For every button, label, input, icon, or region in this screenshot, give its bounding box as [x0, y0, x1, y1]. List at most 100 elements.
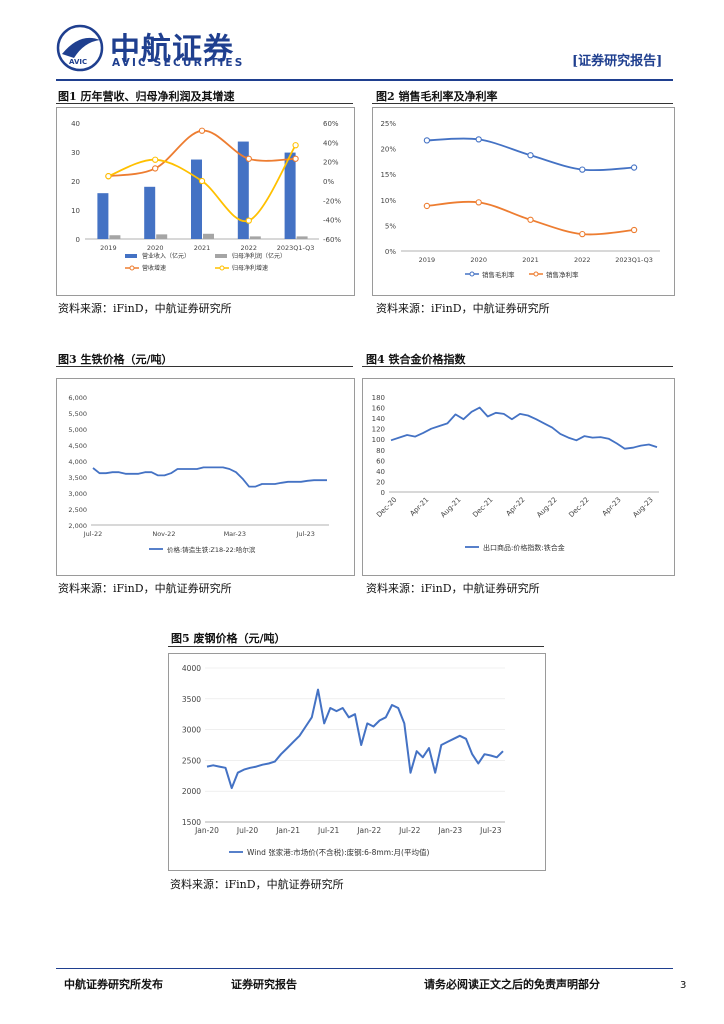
- brand-en: AVIC SECURITIES: [112, 57, 245, 69]
- fig4-xtick-label: Dec-20: [375, 496, 398, 519]
- fig1-xtick-label: 2021: [194, 244, 211, 252]
- fig3-chart-frame: 2,000 2,500 3,000 3,500 4,000 4,500 5,000 5,500…: [56, 378, 355, 576]
- fig3-ytick-label: 5,000: [68, 426, 87, 434]
- fig1-y2tick-label: 0%: [323, 178, 334, 186]
- fig1-y2tick-label: 20%: [323, 159, 339, 167]
- fig2-line-gross-margin-point: [630, 164, 638, 171]
- fig4-ytick-label: 180: [372, 394, 385, 402]
- fig1-line-profit-growth-point: [105, 173, 112, 180]
- page-number: 3: [680, 980, 687, 991]
- fig1-legend-label: 营业收入（亿元）: [142, 252, 190, 260]
- fig3-ytick-label: 3,500: [68, 474, 87, 482]
- fig2-chart-frame: 0% 5% 10% 15% 20% 25% 2019 2020 2021 2022 2023Q1-Q…: [372, 107, 675, 296]
- fig2-title: 图2 销售毛利率及净利率: [376, 90, 498, 103]
- fig3-xtick-label: Mar-23: [224, 530, 246, 538]
- fig5-xtick-label: Jan-20: [194, 826, 219, 835]
- fig3-ytick-label: 3,000: [68, 490, 87, 498]
- fig4-ytick-label: 100: [372, 436, 385, 444]
- fig5-ytick-label: 3500: [182, 695, 201, 704]
- fig1-ytick-label: 10: [71, 207, 80, 215]
- fig5-ytick-label: 1500: [182, 818, 201, 827]
- fig5-xtick-label: Jan-22: [356, 826, 381, 835]
- fig3-title-rule: [56, 366, 353, 367]
- fig1-legend-label: 营收增速: [142, 264, 166, 272]
- fig4-chart: 0 20 40 60 80 100 120 140 160 180 Dec-20 Apr-21 Aug-…: [372, 394, 659, 552]
- fig5-title-rule: [168, 646, 544, 647]
- fig1-xtick-label: 2023Q1-Q3: [277, 244, 315, 252]
- fig3-ytick-label: 2,000: [68, 522, 87, 530]
- fig1-xtick-label: 2020: [147, 244, 164, 252]
- fig1-y2tick-label: 60%: [323, 120, 339, 128]
- fig1-bar-netprofit: [296, 236, 308, 239]
- fig4-ytick-label: 80: [376, 447, 385, 455]
- fig5-ytick-label: 3000: [182, 726, 201, 735]
- fig1-legend-swatch: [125, 254, 137, 258]
- fig1-legend-label: 归母净利润（亿元）: [232, 252, 286, 260]
- fig5-xtick-label: Jan-23: [437, 826, 462, 835]
- fig4-series-line: [390, 406, 658, 450]
- fig2-line-net-margin-point: [475, 199, 482, 206]
- fig1-line-profit-growth-point: [198, 177, 206, 185]
- fig1-source: 资料来源：iFinD，中航证券研究所: [58, 302, 232, 315]
- fig1-y2tick-label: -20%: [323, 197, 341, 205]
- fig4-xtick-label: Apr-23: [601, 496, 623, 518]
- footer-disclaimer: 请务必阅读正文之后的免责声明部分: [424, 978, 600, 991]
- fig4-ytick-label: 60: [376, 457, 385, 465]
- fig2-line-gross-margin-point: [579, 166, 586, 173]
- fig1-legend-label: 归母净利增速: [232, 264, 268, 272]
- fig1-line-profit-growth-point: [292, 142, 299, 149]
- fig1-y2tick-label: 40%: [323, 139, 339, 147]
- fig2-ytick-label: 15%: [380, 171, 396, 179]
- fig5-chart: 1500 2000 2500 3000 3500 4000 Jan-20 Jul-20 Jan-…: [182, 664, 505, 857]
- fig1-y2tick-label: -60%: [323, 236, 341, 244]
- fig2-line-net-margin-point: [423, 202, 431, 210]
- fig2-title-rule: [372, 103, 673, 104]
- fig3-xtick-label: Nov-22: [152, 530, 175, 538]
- fig2-line-gross-margin-point: [475, 136, 482, 143]
- fig4-ytick-label: 140: [372, 415, 385, 423]
- fig2-line-net-margin-point: [579, 230, 586, 238]
- fig3-ytick-label: 4,500: [68, 442, 87, 450]
- fig4-title: 图4 铁合金价格指数: [366, 353, 466, 366]
- fig5-xtick-label: Jul-21: [317, 826, 340, 835]
- fig4-chart-frame: 0 20 40 60 80 100 120 140 160 180 Dec-20 Apr-21 Aug-…: [362, 378, 675, 576]
- fig2-line-gross-margin-point: [527, 152, 534, 159]
- fig4-title-rule: [362, 366, 673, 367]
- fig3-ytick-label: 6,000: [68, 394, 87, 402]
- fig1-ytick-label: 0: [76, 236, 80, 244]
- fig2-ytick-label: 10%: [380, 197, 396, 205]
- fig3-xtick-label: Jul-23: [295, 530, 314, 538]
- fig1-line-revenue-growth-point: [152, 165, 159, 172]
- fig1-xtick-label: 2019: [100, 244, 117, 252]
- fig5-xtick-label: Jan-21: [275, 826, 300, 835]
- avic-logo-icon: AVIC: [56, 24, 104, 72]
- fig1-line-revenue-growth-point: [245, 155, 252, 162]
- fig3-ytick-label: 5,500: [68, 410, 87, 418]
- fig4-ytick-label: 120: [372, 426, 385, 434]
- fig2-chart: 0% 5% 10% 15% 20% 25% 2019 2020 2021 2022 2023Q1-Q…: [380, 120, 660, 279]
- fig5-xtick-label: Jul-22: [398, 826, 421, 835]
- fig2-legend-label: 销售毛利率: [482, 270, 515, 279]
- fig4-ytick-label: 40: [376, 468, 385, 476]
- fig3-xtick-label: Jul-22: [83, 530, 102, 538]
- fig3-ytick-label: 4,000: [68, 458, 87, 466]
- fig5-series-line: [206, 688, 504, 790]
- fig1-bar-revenue: [144, 186, 156, 239]
- fig4-xtick-label: Dec-22: [567, 496, 590, 519]
- fig5-ytick-label: 4000: [182, 664, 201, 673]
- fig1-ytick-label: 30: [71, 149, 80, 157]
- fig2-xtick-label: 2019: [419, 256, 436, 264]
- fig2-source: 资料来源：iFinD，中航证券研究所: [376, 302, 550, 315]
- fig2-ytick-label: 20%: [380, 146, 396, 154]
- fig4-xtick-label: Aug-23: [631, 496, 654, 519]
- fig2-xtick-label: 2021: [522, 256, 539, 264]
- fig3-title: 图3 生铁价格（元/吨）: [58, 353, 173, 366]
- fig5-xtick-label: Jul-23: [479, 826, 502, 835]
- fig1-bar-revenue: [97, 193, 109, 239]
- fig1-bar-netprofit: [249, 236, 261, 239]
- fig4-ytick-label: 20: [376, 478, 385, 486]
- fig5-source: 资料来源：iFinD，中航证券研究所: [170, 878, 344, 891]
- fig4-xtick-label: Dec-21: [471, 496, 494, 519]
- fig4-xtick-label: Apr-22: [505, 496, 527, 518]
- fig5-chart-frame: 1500 2000 2500 3000 3500 4000 Jan-20 Jul-20 Jan-…: [168, 653, 546, 871]
